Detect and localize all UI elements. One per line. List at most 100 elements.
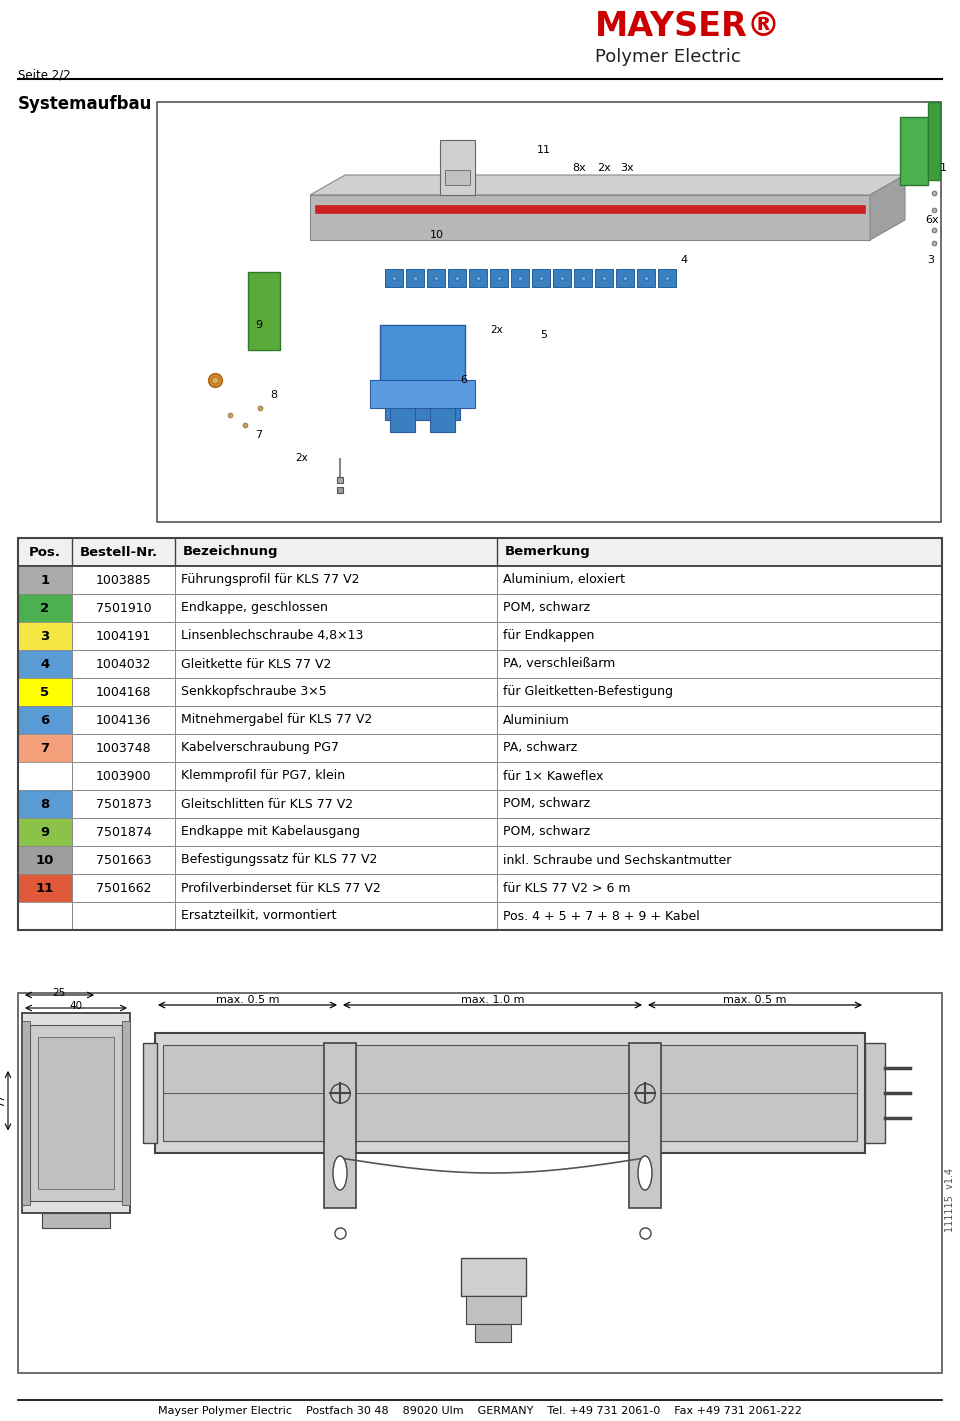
- Text: POM, schwarz: POM, schwarz: [503, 797, 590, 810]
- Bar: [18, 735, 942, 762]
- Bar: [42, 1214, 110, 1228]
- Text: Ersatzteilkit, vormontiert: Ersatzteilkit, vormontiert: [181, 909, 337, 922]
- Bar: [865, 1043, 885, 1142]
- Bar: [440, 141, 475, 195]
- Text: 2x: 2x: [490, 325, 503, 335]
- Bar: [629, 1043, 661, 1208]
- Ellipse shape: [638, 1157, 652, 1189]
- Bar: [18, 622, 942, 649]
- Bar: [18, 790, 942, 818]
- Bar: [18, 874, 72, 902]
- Text: 40: 40: [69, 1000, 83, 1010]
- Bar: [511, 269, 529, 287]
- Text: Führungsprofil für KLS 77 V2: Führungsprofil für KLS 77 V2: [181, 574, 359, 587]
- Bar: [466, 1296, 520, 1324]
- Bar: [430, 402, 455, 432]
- Text: MAYSER®: MAYSER®: [595, 10, 781, 43]
- Text: für 1× Kaweflex: für 1× Kaweflex: [503, 770, 604, 783]
- Text: Bemerkung: Bemerkung: [505, 546, 590, 558]
- Text: PA, schwarz: PA, schwarz: [503, 742, 577, 755]
- Bar: [18, 678, 72, 706]
- Bar: [18, 678, 942, 706]
- Text: POM, schwarz: POM, schwarz: [503, 601, 590, 614]
- Text: 1004136: 1004136: [96, 713, 151, 726]
- Text: 1003900: 1003900: [96, 770, 152, 783]
- Bar: [18, 539, 942, 929]
- Text: Bestell-Nr.: Bestell-Nr.: [80, 546, 158, 558]
- Text: Klemmprofil für PG7, klein: Klemmprofil für PG7, klein: [181, 770, 346, 783]
- Bar: [248, 271, 280, 350]
- Bar: [122, 1022, 130, 1205]
- Text: Pos.: Pos.: [29, 546, 61, 558]
- Text: 1: 1: [40, 574, 50, 587]
- Text: Endkappe mit Kabelausgang: Endkappe mit Kabelausgang: [181, 826, 360, 838]
- Bar: [427, 269, 445, 287]
- Text: 4: 4: [680, 254, 687, 264]
- Text: Linsenblechschraube 4,8×13: Linsenblechschraube 4,8×13: [181, 630, 364, 642]
- Text: 1004191: 1004191: [96, 630, 151, 642]
- Bar: [18, 539, 942, 566]
- Text: Gleitschlitten für KLS 77 V2: Gleitschlitten für KLS 77 V2: [181, 797, 353, 810]
- Bar: [18, 762, 72, 790]
- Text: max. 0.5 m: max. 0.5 m: [723, 995, 787, 1005]
- Text: 1: 1: [940, 163, 947, 173]
- Bar: [18, 762, 942, 790]
- Text: Seite 2/2: Seite 2/2: [18, 68, 71, 81]
- Text: 10: 10: [430, 230, 444, 240]
- Text: Kabelverschraubung PG7: Kabelverschraubung PG7: [181, 742, 339, 755]
- Bar: [22, 1013, 130, 1214]
- Bar: [490, 269, 508, 287]
- Bar: [390, 402, 415, 432]
- Text: 1004168: 1004168: [96, 685, 152, 699]
- Text: 3x: 3x: [620, 163, 634, 173]
- Text: Aluminium: Aluminium: [503, 713, 570, 726]
- Bar: [595, 269, 613, 287]
- Bar: [22, 1022, 30, 1205]
- Text: für Gleitketten-Befestigung: für Gleitketten-Befestigung: [503, 685, 673, 699]
- Text: Senkkopfschraube 3×5: Senkkopfschraube 3×5: [181, 685, 326, 699]
- Bar: [18, 594, 942, 622]
- Text: Profilverbinderset für KLS 77 V2: Profilverbinderset für KLS 77 V2: [181, 881, 381, 894]
- Text: 1003885: 1003885: [96, 574, 152, 587]
- Text: Mitnehmergabel für KLS 77 V2: Mitnehmergabel für KLS 77 V2: [181, 713, 372, 726]
- Bar: [461, 1258, 525, 1296]
- Text: 8x: 8x: [572, 163, 586, 173]
- Bar: [143, 1043, 157, 1142]
- Bar: [18, 706, 72, 735]
- Bar: [18, 649, 72, 678]
- Bar: [18, 993, 942, 1373]
- Bar: [385, 379, 460, 421]
- Text: 25: 25: [53, 988, 65, 998]
- Bar: [18, 622, 72, 649]
- Bar: [18, 566, 942, 594]
- Bar: [370, 379, 475, 408]
- Bar: [532, 269, 550, 287]
- Text: 5: 5: [40, 685, 50, 699]
- Polygon shape: [310, 175, 905, 195]
- Text: 7: 7: [255, 431, 262, 441]
- Text: 8: 8: [270, 389, 277, 399]
- Bar: [18, 902, 72, 929]
- Bar: [30, 1025, 122, 1201]
- Text: Bezeichnung: Bezeichnung: [183, 546, 278, 558]
- Text: 2x: 2x: [597, 163, 611, 173]
- Text: 11: 11: [537, 145, 551, 155]
- Text: 111115  v1.4: 111115 v1.4: [945, 1168, 955, 1232]
- Text: 4: 4: [40, 658, 50, 671]
- Text: für KLS 77 V2 > 6 m: für KLS 77 V2 > 6 m: [503, 881, 631, 894]
- Text: Mayser Polymer Electric    Postfach 30 48    89020 Ulm    GERMANY    Tel. +49 73: Mayser Polymer Electric Postfach 30 48 8…: [158, 1405, 802, 1415]
- Bar: [637, 269, 655, 287]
- Text: POM, schwarz: POM, schwarz: [503, 826, 590, 838]
- Bar: [658, 269, 676, 287]
- Text: inkl. Schraube und Sechskantmutter: inkl. Schraube und Sechskantmutter: [503, 854, 732, 867]
- Text: 8: 8: [40, 797, 50, 810]
- Text: 2x: 2x: [295, 453, 308, 463]
- Text: Polymer Electric: Polymer Electric: [595, 48, 741, 65]
- Bar: [406, 269, 424, 287]
- Bar: [324, 1043, 356, 1208]
- Text: 11: 11: [36, 881, 54, 894]
- Polygon shape: [870, 175, 905, 240]
- Bar: [553, 269, 571, 287]
- Bar: [448, 269, 466, 287]
- Bar: [474, 1324, 511, 1341]
